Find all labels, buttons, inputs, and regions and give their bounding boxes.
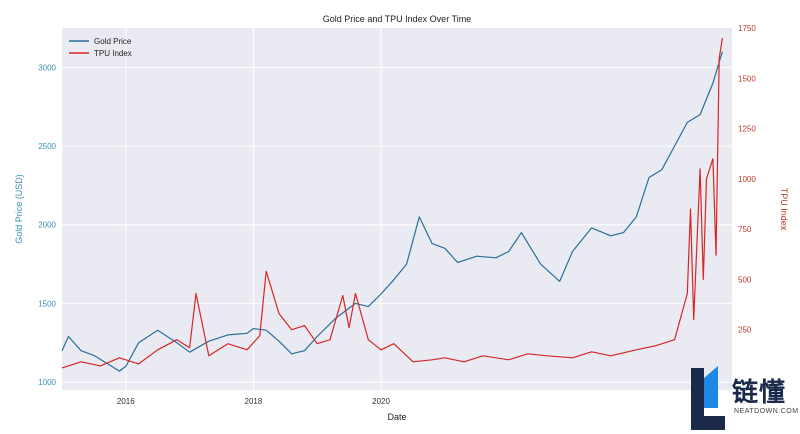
- y-right-tick-label: 1750: [738, 24, 756, 33]
- x-axis-ticks: 2016 2018 2020: [117, 397, 391, 406]
- legend: Gold Price TPU Index: [69, 37, 132, 58]
- watermark-cn-text: 链懂: [732, 378, 787, 408]
- y-left-tick-label: 2500: [38, 142, 56, 151]
- watermark: 链懂 NEATDOWN.COM: [688, 364, 800, 434]
- y-left-tick-label: 2000: [38, 221, 56, 230]
- legend-label-tpu: TPU Index: [94, 49, 132, 58]
- y-left-tick-label: 1500: [38, 299, 56, 308]
- x-tick-label: 2018: [245, 397, 263, 406]
- y-left-tick-label: 1000: [38, 378, 56, 387]
- y-right-tick-label: 1500: [738, 74, 756, 83]
- x-tick-label: 2020: [372, 397, 390, 406]
- y-right-tick-label: 500: [738, 275, 752, 284]
- series-line-tpu-index: [61, 38, 723, 369]
- series-line-gold-price: [61, 51, 723, 372]
- series-group: [61, 38, 723, 372]
- x-tick-label: 2016: [117, 397, 135, 406]
- y-right-tick-label: 750: [738, 225, 752, 234]
- grid: [62, 28, 732, 390]
- y-right-tick-label: 1250: [738, 125, 756, 134]
- legend-label-gold: Gold Price: [94, 37, 132, 46]
- neatdown-logo-icon: [691, 366, 725, 430]
- plot-area: [62, 28, 732, 390]
- y-right-tick-label: 1000: [738, 175, 756, 184]
- chart-title: Gold Price and TPU Index Over Time: [323, 14, 471, 24]
- y-axis-left-label: Gold Price (USD): [14, 174, 24, 244]
- right-axis-ticks: 250 500 750 1000 1250 1500 1750: [738, 24, 756, 335]
- y-left-tick-label: 3000: [38, 63, 56, 72]
- y-axis-right-label: TPU Index: [779, 188, 789, 231]
- left-axis-ticks: 1000 1500 2000 2500 3000: [38, 63, 56, 387]
- y-right-tick-label: 250: [738, 326, 752, 335]
- watermark-en-text: NEATDOWN.COM: [734, 408, 799, 415]
- x-axis-label: Date: [387, 412, 406, 422]
